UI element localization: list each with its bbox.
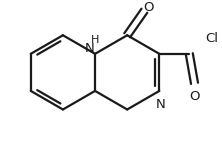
Text: N: N — [156, 98, 166, 111]
Text: Cl: Cl — [205, 32, 218, 45]
Text: O: O — [143, 1, 154, 14]
Text: N: N — [85, 42, 94, 55]
Text: O: O — [189, 90, 200, 103]
Text: H: H — [91, 34, 99, 45]
